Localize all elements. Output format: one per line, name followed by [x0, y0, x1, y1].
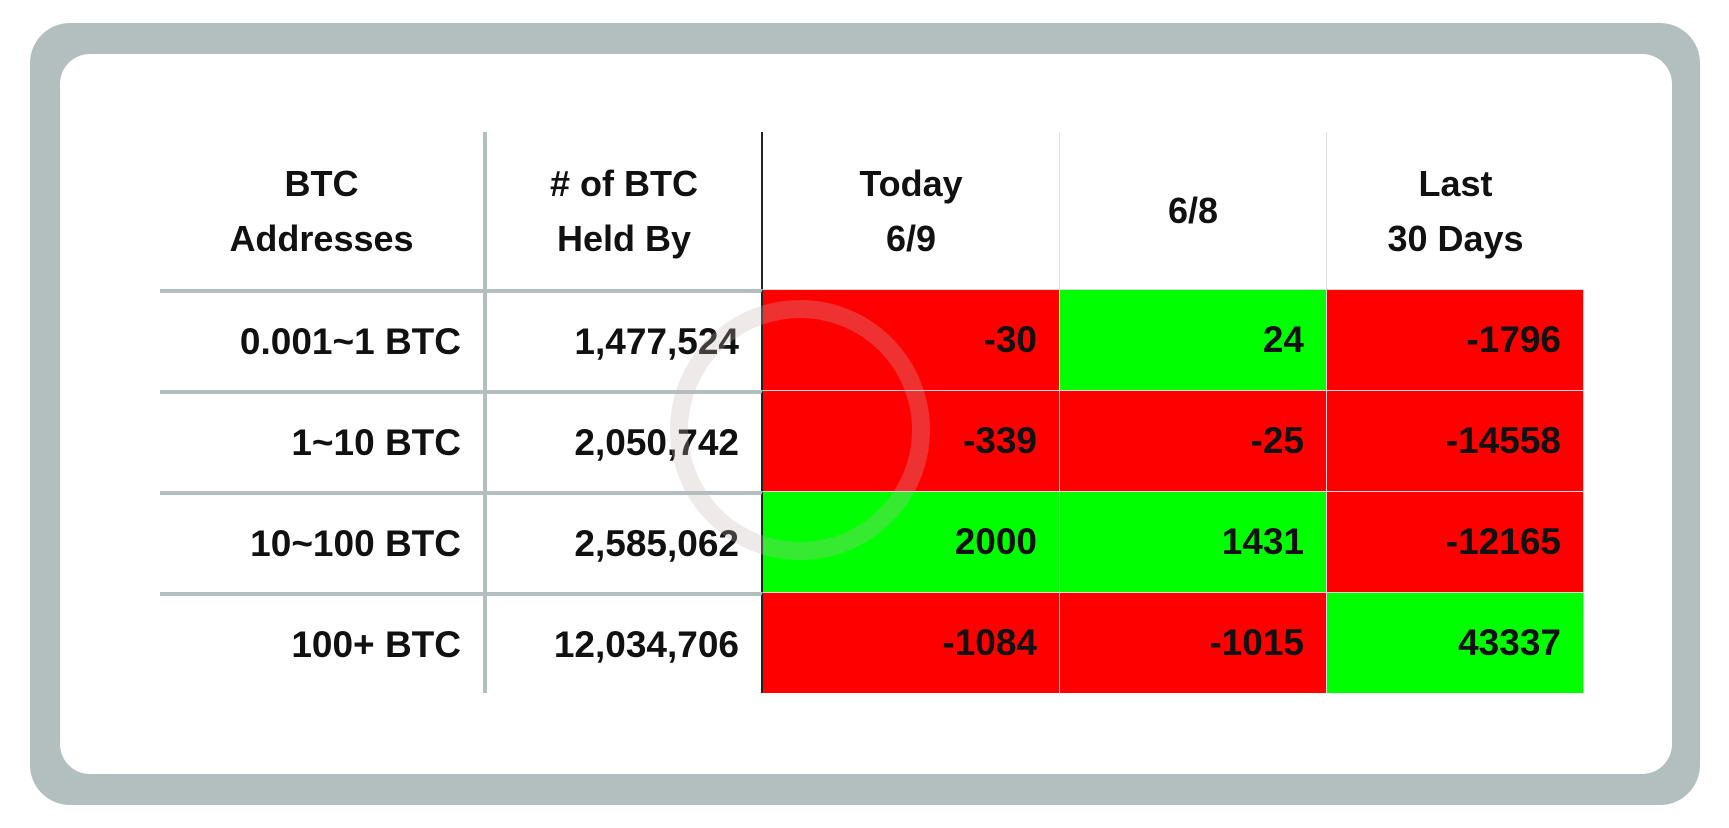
change-cell: -1015 — [1060, 592, 1327, 693]
header-text: # of BTC — [550, 162, 698, 204]
row-range-label: 0.001~1 BTC — [160, 289, 487, 390]
row-held-value: 12,034,706 — [487, 592, 763, 693]
header-text: Addresses — [229, 217, 414, 259]
header-last-30-days: Last 30 Days — [1327, 132, 1584, 289]
change-cell: 43337 — [1327, 592, 1584, 693]
change-cell: 1431 — [1060, 491, 1327, 592]
row-held-value: 1,477,524 — [487, 289, 763, 390]
header-text: 6/8 — [1167, 190, 1219, 231]
row-range-label: 1~10 BTC — [160, 390, 487, 491]
change-cell: -1084 — [763, 592, 1060, 693]
header-today: Today 6/9 — [763, 132, 1060, 289]
btc-holdings-table: BTC Addresses # of BTC Held By Today 6/9 6/8 La… — [160, 132, 1584, 693]
change-cell: 2000 — [763, 491, 1060, 592]
change-cell: -14558 — [1327, 390, 1584, 491]
header-text: Last — [1418, 162, 1493, 204]
change-cell: -1796 — [1327, 289, 1584, 390]
header-addresses: BTC Addresses — [160, 132, 487, 289]
row-held-value: 2,050,742 — [487, 390, 763, 491]
change-cell: -12165 — [1327, 491, 1584, 592]
change-cell: -25 — [1060, 390, 1327, 491]
change-cell: -30 — [763, 289, 1060, 390]
header-6-8: 6/8 — [1060, 132, 1327, 289]
header-held-by: # of BTC Held By — [487, 132, 763, 289]
header-text: 30 Days — [1387, 217, 1524, 259]
row-held-value: 2,585,062 — [487, 491, 763, 592]
header-text: 6/9 — [885, 217, 937, 259]
change-cell: -339 — [763, 390, 1060, 491]
header-text: Held By — [556, 217, 692, 259]
header-text: Today — [859, 162, 963, 204]
change-cell: 24 — [1060, 289, 1327, 390]
row-range-label: 100+ BTC — [160, 592, 487, 693]
header-text: BTC — [284, 162, 359, 204]
row-range-label: 10~100 BTC — [160, 491, 487, 592]
